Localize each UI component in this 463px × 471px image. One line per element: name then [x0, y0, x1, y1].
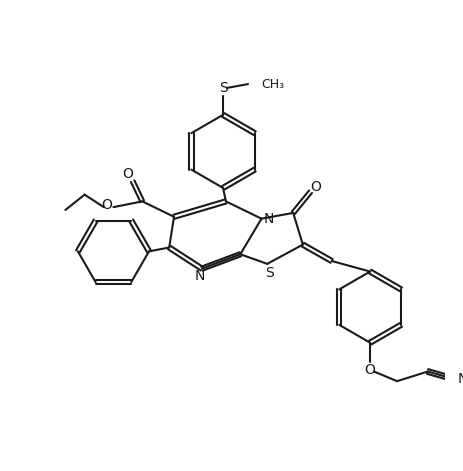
Text: O: O	[365, 363, 375, 377]
Text: O: O	[310, 180, 321, 194]
Text: CH₃: CH₃	[262, 78, 285, 90]
Text: N: N	[457, 372, 463, 386]
Text: S: S	[265, 266, 274, 279]
Text: N: N	[264, 211, 275, 226]
Text: N: N	[195, 269, 205, 284]
Text: O: O	[122, 168, 133, 181]
Text: S: S	[219, 81, 227, 95]
Text: O: O	[101, 198, 112, 212]
